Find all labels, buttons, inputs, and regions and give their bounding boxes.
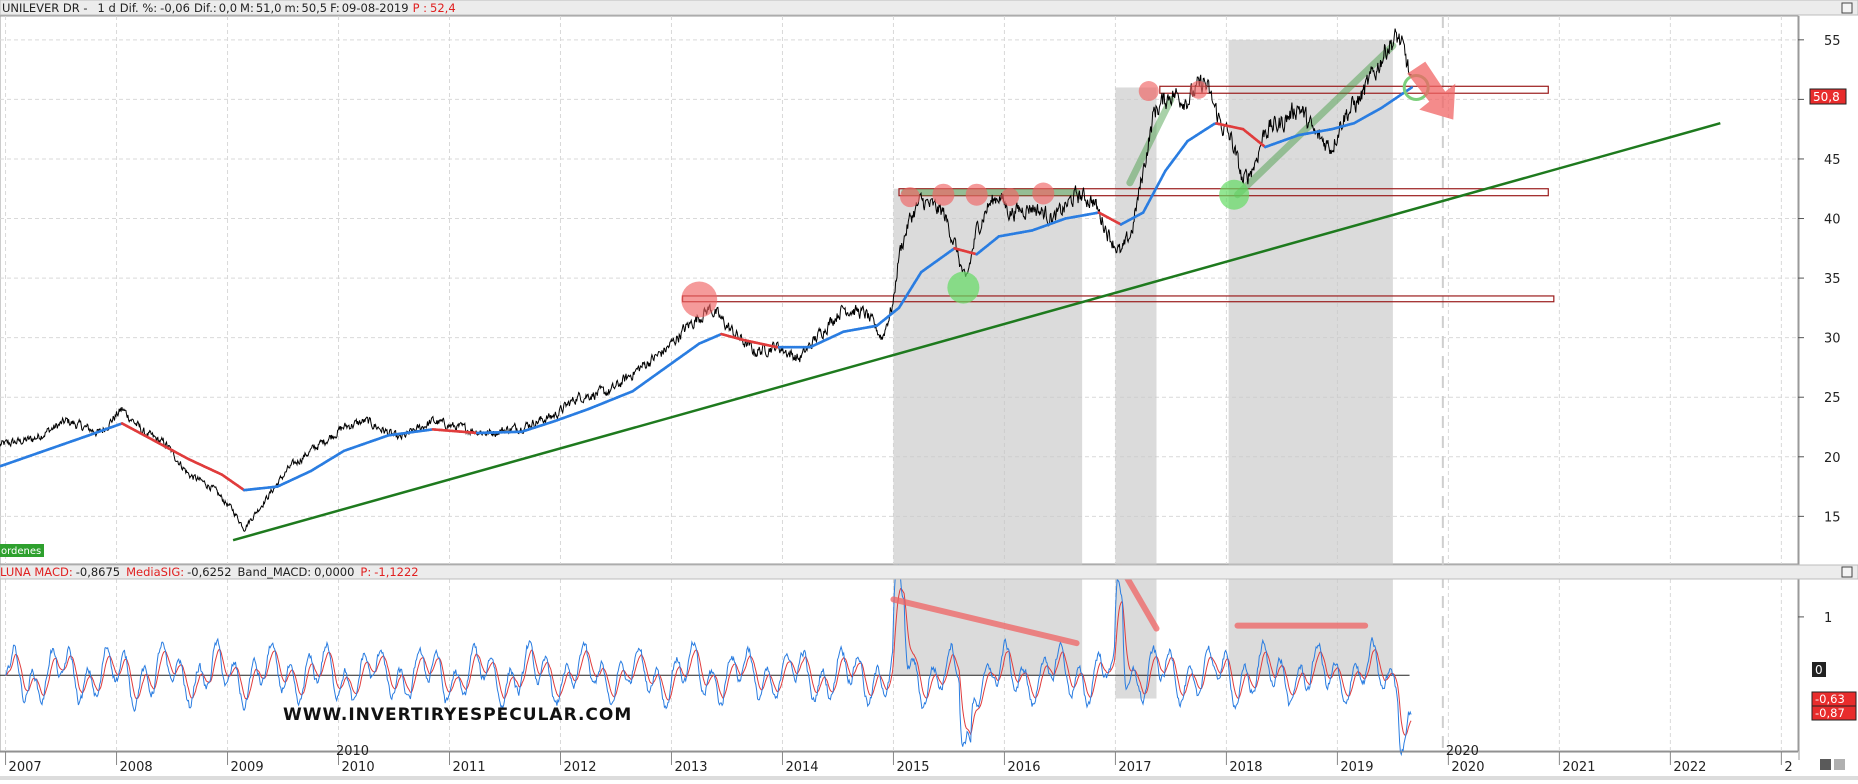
y-tick-label: 35 xyxy=(1824,272,1841,287)
y-tick-label: 15 xyxy=(1824,510,1841,525)
macd-line-tag: -0,87 xyxy=(1815,706,1845,720)
support-touch-marker xyxy=(1219,180,1249,210)
resistance-touch-marker xyxy=(966,184,988,206)
x-tick-label: 2015 xyxy=(896,760,929,775)
y-tick-label: 40 xyxy=(1824,213,1841,228)
x-tick-label: 2 xyxy=(1784,760,1792,775)
save-icon[interactable] xyxy=(1820,759,1831,770)
x-tick-label: 2018 xyxy=(1229,760,1262,775)
y-tick-label: 25 xyxy=(1824,391,1841,406)
highlight-zone xyxy=(1229,40,1393,675)
resistance-touch-marker xyxy=(1190,81,1208,99)
ordenes-badge[interactable]: ordenes xyxy=(1,546,41,557)
x-tick-label: 2022 xyxy=(1673,760,1706,775)
maximize-button[interactable] xyxy=(1842,3,1852,13)
x-tick-label: 2007 xyxy=(9,760,42,775)
resistance-touch-marker xyxy=(900,187,920,207)
x-tick-label: 2009 xyxy=(231,760,264,775)
resistance-touch-marker xyxy=(681,282,717,318)
x-year-label: 2010 xyxy=(336,744,369,759)
x-tick-label: 2017 xyxy=(1118,760,1151,775)
x-tick-label: 2020 xyxy=(1451,760,1484,775)
x-tick-label: 2013 xyxy=(674,760,707,775)
x-tick-label: 2011 xyxy=(453,760,486,775)
y-tick-label: 55 xyxy=(1824,34,1841,49)
macd-signal-tag: -0,63 xyxy=(1815,692,1845,706)
macd-zero-tag: 0 xyxy=(1815,663,1823,677)
price-tag: 50,8 xyxy=(1813,90,1840,104)
y-tick-label: 45 xyxy=(1824,153,1841,168)
resistance-touch-marker xyxy=(1001,188,1019,206)
x-tick-label: 2021 xyxy=(1562,760,1595,775)
x-tick-label: 2016 xyxy=(1007,760,1040,775)
resistance-touch-marker xyxy=(1139,81,1159,101)
y-tick-label: 30 xyxy=(1824,332,1841,347)
moving-average-segment xyxy=(1410,87,1412,89)
macd-y-tick-label: 1 xyxy=(1824,611,1832,626)
x-tick-label: 2019 xyxy=(1340,760,1373,775)
y-tick-label: 20 xyxy=(1824,451,1841,466)
x-tick-label: 2008 xyxy=(120,760,153,775)
x-tick-label: 2014 xyxy=(785,760,818,775)
x-tick-label: 2012 xyxy=(563,760,596,775)
resistance-touch-marker xyxy=(932,184,954,206)
watermark: WWW.INVERTIRYESPECULAR.COM xyxy=(283,705,632,725)
highlight-zone xyxy=(1115,87,1156,698)
x-tick-label: 2010 xyxy=(342,760,375,775)
highlight-zone xyxy=(893,189,1082,675)
macd-maximize-button[interactable] xyxy=(1842,567,1852,577)
x-year-label: 2020 xyxy=(1446,744,1479,759)
print-icon[interactable] xyxy=(1834,759,1845,770)
resistance-touch-marker xyxy=(1032,183,1054,205)
support-touch-marker xyxy=(947,272,979,304)
